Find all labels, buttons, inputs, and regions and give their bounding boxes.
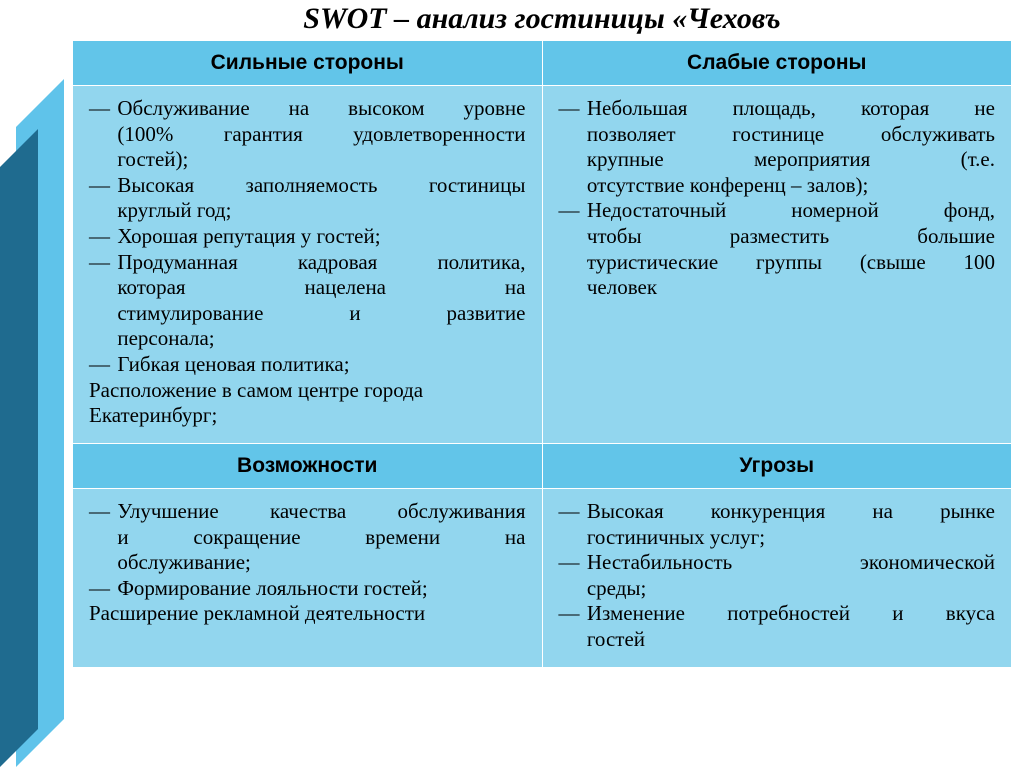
header-weaknesses: Слабые стороны: [542, 41, 1012, 86]
swot-table: Сильные стороны Слабые стороны —Обслужив…: [72, 40, 1012, 668]
cell-opportunities: —Улучшение качества обслуживания и сокра…: [73, 488, 543, 667]
cell-threats: —Высокая конкуренция на рынке гостиничны…: [542, 488, 1012, 667]
header-threats: Угрозы: [542, 443, 1012, 488]
cell-weaknesses: —Небольшая площадь, которая не позволяет…: [542, 86, 1012, 444]
cell-strengths: —Обслуживание на высоком уровне (100% га…: [73, 86, 543, 444]
header-strengths: Сильные стороны: [73, 41, 543, 86]
slide-title: SWOT – анализ гостиницы «Чеховъ: [72, 0, 1012, 40]
decor-left-stripes: [0, 147, 64, 767]
header-opportunities: Возможности: [73, 443, 543, 488]
slide: SWOT – анализ гостиницы «Чеховъ Сильные …: [72, 0, 1012, 767]
